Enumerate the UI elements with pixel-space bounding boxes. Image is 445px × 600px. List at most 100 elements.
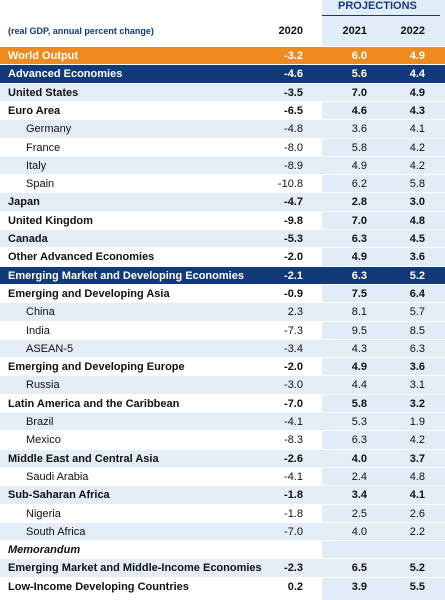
table-row: Low-Income Developing Countries 0.2 3.9 5.5 (0, 576, 445, 596)
row-label: Other Advanced Economies (8, 251, 155, 264)
cell-value: 2.3 (287, 306, 303, 319)
cell-value: -1.8 (284, 489, 303, 502)
row-label: Emerging Market and Developing Economies (8, 269, 244, 282)
row-label: Low-Income Developing Countries (8, 580, 189, 593)
cell-value: 6.3 (351, 233, 367, 245)
cell-value: 5.2 (409, 562, 425, 575)
cell-value: 3.0 (409, 196, 425, 209)
table-row: Emerging and Developing Asia -0.9 7.5 6.4 (0, 283, 445, 303)
table-row: France -8.0 5.8 4.2 (0, 137, 445, 157)
cell-value: -2.1 (284, 269, 303, 282)
row-label: Japan (8, 196, 40, 209)
row-label: United States (8, 86, 79, 99)
table-row: Germany -4.8 3.6 4.1 (0, 119, 445, 139)
cell-value: -4.8 (284, 123, 303, 136)
cell-value: -4.1 (284, 470, 303, 483)
cell-value: -6.5 (284, 104, 303, 117)
cell-value: 4.5 (409, 233, 425, 245)
table-row: Emerging Market and Developing Economies… (0, 265, 445, 285)
table-row: Spain -10.8 6.2 5.8 (0, 174, 445, 193)
cell-value: 5.5 (409, 580, 425, 593)
cell-value: 4.6 (351, 104, 367, 117)
column-header: 2020 (278, 25, 303, 37)
cell-value: -10.8 (277, 178, 303, 191)
column-header: 2022 (400, 25, 425, 37)
cell-value: 6.4 (409, 287, 425, 300)
cell-value: 6.5 (351, 562, 367, 575)
cell-value: -5.3 (284, 233, 303, 245)
table-row: Russia -3.0 4.4 3.1 (0, 375, 445, 395)
row-label: Canada (8, 233, 48, 245)
cell-value: 4.9 (409, 86, 425, 99)
column-header: 2021 (342, 25, 367, 37)
cell-value: -9.8 (284, 214, 303, 227)
cell-value: 2.4 (351, 470, 367, 483)
cell-value: -2.3 (284, 562, 303, 575)
cell-value: 5.6 (351, 68, 367, 81)
cell-value: -3.4 (284, 342, 303, 355)
cell-value: -1.8 (284, 507, 303, 520)
table-row: Canada -5.3 6.3 4.5 (0, 229, 445, 248)
cell-value: -8.3 (284, 434, 303, 447)
cell-value: 7.5 (351, 287, 367, 300)
cell-value: 4.1 (409, 489, 425, 502)
cell-value: 5.7 (409, 306, 425, 319)
subtitle: (real GDP, annual percent change) (8, 26, 154, 36)
cell-value: 4.4 (409, 68, 425, 81)
row-label: Russia (26, 379, 60, 392)
cell-value: -7.0 (284, 525, 303, 538)
cell-value: -4.6 (284, 68, 303, 81)
table-row: Sub-Saharan Africa -1.8 3.4 4.1 (0, 485, 445, 505)
cell-value: 5.3 (351, 416, 367, 428)
cell-value: 2.6 (409, 507, 425, 520)
row-label: Memorandum (8, 544, 81, 557)
cell-value: 7.0 (351, 214, 367, 227)
table-row: ASEAN-5 -3.4 4.3 6.3 (0, 338, 445, 358)
row-label: Sub-Saharan Africa (8, 489, 110, 502)
cell-value: -8.9 (284, 159, 303, 172)
cell-value: 3.1 (409, 379, 425, 392)
cell-value: 4.9 (409, 50, 425, 62)
cell-value: 5.2 (409, 269, 425, 282)
cell-value: -7.3 (284, 324, 303, 337)
cell-value: 4.9 (351, 159, 367, 172)
cell-value: 4.2 (409, 159, 425, 172)
cell-value: 1.9 (409, 416, 425, 428)
cell-value: 4.8 (409, 470, 425, 483)
cell-value: -8.0 (284, 141, 303, 154)
cell-value: 9.5 (351, 324, 367, 337)
cell-value: 3.6 (409, 361, 425, 374)
cell-value: 3.6 (409, 251, 425, 264)
cell-value: -3.5 (284, 86, 303, 99)
cell-value: 2.2 (409, 525, 425, 538)
cell-value: 4.4 (351, 379, 367, 392)
cell-value: 6.3 (351, 269, 367, 282)
row-label: France (26, 141, 61, 154)
cell-value: 3.4 (351, 489, 367, 502)
cell-value: 6.2 (351, 178, 367, 191)
cell-value: 3.9 (351, 580, 367, 593)
table-row: Emerging and Developing Europe -2.0 4.9 3.6 (0, 357, 445, 376)
table-row: Saudi Arabia -4.1 2.4 4.8 (0, 466, 445, 486)
row-label: Emerging and Developing Asia (8, 287, 170, 300)
table-row: United Kingdom -9.8 7.0 4.8 (0, 210, 445, 230)
cell-value: -2.6 (284, 452, 303, 465)
row-label: Middle East and Central Asia (8, 452, 159, 465)
row-label: Advanced Economies (8, 68, 123, 81)
cell-value: 4.9 (351, 361, 367, 374)
cell-value: 3.6 (351, 123, 367, 136)
rule (322, 15, 440, 16)
cell-value: 4.0 (351, 452, 367, 465)
row-label: South Africa (26, 525, 86, 538)
cell-value: 4.0 (351, 525, 367, 538)
cell-value: 7.0 (351, 86, 367, 99)
cell-value: 3.2 (409, 397, 425, 410)
cell-value: -2.0 (284, 361, 303, 374)
row-label: Spain (26, 178, 55, 191)
table-row: Mexico -8.3 6.3 4.2 (0, 430, 445, 449)
row-label: Latin America and the Caribbean (8, 397, 180, 410)
cell-value: 4.3 (351, 342, 367, 355)
row-label: Brazil (26, 416, 54, 428)
row-label: China (26, 306, 55, 319)
